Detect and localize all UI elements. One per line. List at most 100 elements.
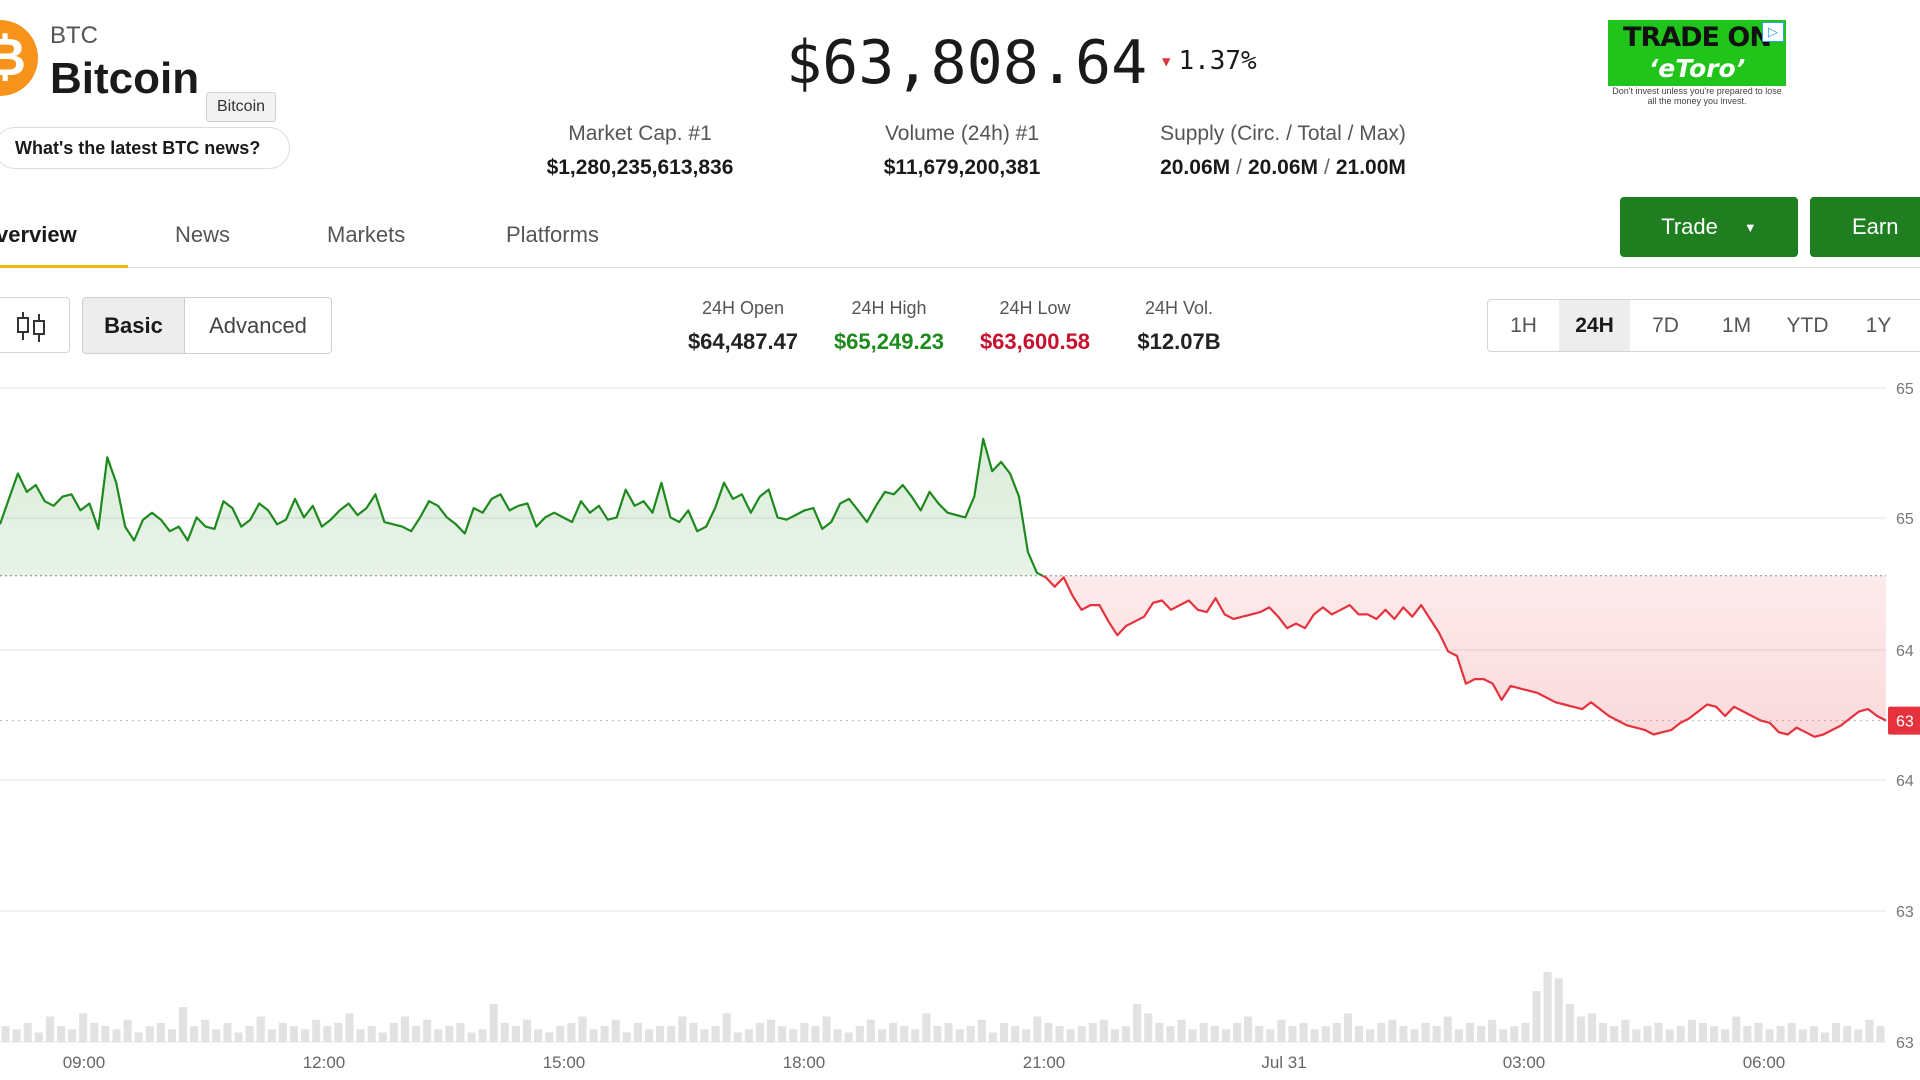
volume-bar (90, 1022, 99, 1042)
tab-platforms[interactable]: Platforms (506, 222, 599, 247)
ad-banner[interactable] (1608, 20, 1786, 86)
volume-bar (389, 1022, 398, 1042)
play-triangle-icon[interactable]: ▷ (1762, 22, 1784, 42)
earn-label: Earn (1852, 214, 1899, 239)
volume-bar (744, 1029, 753, 1042)
price-area-below (1042, 575, 1886, 737)
volume-bar (1865, 1019, 1874, 1042)
x-tick-label: 09:00 (63, 1053, 106, 1072)
volume-bar (1177, 1019, 1186, 1042)
advanced-mode-button[interactable]: Advanced (209, 313, 307, 338)
vol-24h-stat: 24H Vol. $12.07B (1104, 298, 1254, 355)
volume-bar (1787, 1022, 1796, 1042)
range-24h-button[interactable]: 24H (1559, 300, 1630, 351)
volume-bar (79, 1013, 88, 1042)
time-range-selector: 1H 24H 7D 1M YTD 1Y (1487, 299, 1920, 352)
volume-bar (766, 1019, 776, 1042)
range-7d-button[interactable]: 7D (1652, 314, 1679, 337)
volume-bar (1, 1026, 10, 1042)
volume-bar (1621, 1019, 1630, 1042)
latest-news-button[interactable]: What's the latest BTC news? (0, 127, 290, 169)
volume-bar (1820, 1032, 1830, 1042)
volume-bar (1377, 1022, 1386, 1042)
trade-label: Trade (1661, 214, 1718, 239)
volume-bar (1832, 1022, 1841, 1042)
supply-label: Supply (Circ. / Total / Max) (1160, 122, 1406, 145)
volume-bar (323, 1026, 332, 1042)
volume-bar (811, 1026, 820, 1042)
volume-bar (1510, 1026, 1519, 1042)
volume-bar (1033, 1016, 1042, 1042)
volume-bar (1011, 1026, 1020, 1042)
volume-label: Volume (24h) #1 (884, 122, 1040, 145)
market-cap-stat: Market Cap. #1 $1,280,235,613,836 (520, 122, 760, 180)
volume-bar (245, 1026, 254, 1042)
volume-bar (1654, 1022, 1663, 1042)
etoro-ad[interactable]: TRADE ON ‘eToro’ ▷ Don't invest unless y… (1608, 20, 1786, 108)
supply-separator: / (1236, 156, 1242, 179)
volume-bar (922, 1013, 931, 1042)
range-1m-button[interactable]: 1M (1721, 314, 1752, 337)
volume-bar (1166, 1026, 1175, 1042)
basic-mode-button[interactable]: Basic (83, 298, 185, 353)
volume-bar (1443, 1016, 1452, 1042)
volume-bar (356, 1029, 365, 1042)
volume-bar (755, 1022, 764, 1042)
volume-bar (611, 1019, 620, 1042)
volume-bar (800, 1022, 809, 1042)
x-tick-label: 21:00 (1023, 1053, 1066, 1072)
supply-values: 20.06M/20.06M/21.00M (1130, 156, 1436, 180)
earn-button[interactable]: Earn (1810, 197, 1920, 257)
volume-bar (1188, 1029, 1197, 1042)
volume-bar (877, 1029, 887, 1042)
volume-bar (1210, 1026, 1219, 1042)
volume-bar (467, 1032, 476, 1042)
volume-bar (1099, 1019, 1108, 1042)
volume-bar (833, 1029, 842, 1042)
price-chart[interactable]: 65 65 64 64 63 63 63 09:00 12:00 15:00 18:00 21:00 J… (0, 370, 1920, 1080)
volume-bar (1565, 1003, 1574, 1042)
volume-bar (1488, 1019, 1497, 1042)
volume-bar (844, 1032, 853, 1042)
volume-bar (667, 1026, 676, 1042)
volume-bar (1022, 1029, 1031, 1042)
volume-stat: Volume (24h) #1 $11,679,200,381 (852, 122, 1072, 180)
volume-bar (534, 1029, 543, 1042)
volume-bar (1044, 1022, 1053, 1042)
volume-bar (167, 1029, 177, 1042)
volume-bar (1066, 1029, 1075, 1042)
volume-bar (1133, 1003, 1142, 1042)
volume-bar (500, 1022, 509, 1042)
volume-bar (1155, 1022, 1164, 1042)
price-line (0, 437, 1887, 738)
volume-bar (722, 1013, 731, 1042)
volume-bar (889, 1022, 898, 1042)
volume-bar (1199, 1022, 1208, 1042)
ad-brand: ‘eToro’ (1648, 54, 1746, 83)
tab-news[interactable]: News (175, 222, 231, 247)
low-24h-stat: 24H Low $63,600.58 (960, 298, 1110, 355)
range-1y-button[interactable]: 1Y (1865, 314, 1892, 337)
volume-bar (301, 1029, 310, 1042)
market-cap-value: $1,280,235,613,836 (546, 156, 734, 179)
volume-bar (267, 1029, 276, 1042)
volume-bar (1599, 1022, 1608, 1042)
open-24h-label: 24H Open (701, 298, 785, 318)
trade-button[interactable]: Trade ▼ (1620, 197, 1798, 257)
y-tick-label: 64 (1896, 773, 1914, 790)
candlestick-toggle-button[interactable] (0, 297, 70, 353)
volume-bar (45, 1016, 54, 1042)
low-24h-label: 24H Low (999, 298, 1071, 318)
volume-bar (234, 1032, 243, 1042)
volume-bar (278, 1022, 287, 1042)
tab-markets[interactable]: Markets (327, 222, 406, 247)
price-area (0, 438, 1886, 737)
tab-overview[interactable]: verview (0, 222, 128, 268)
volume-bar (1232, 1022, 1242, 1042)
range-1h-button[interactable]: 1H (1510, 314, 1537, 337)
range-ytd-button[interactable]: YTD (1786, 314, 1829, 337)
volume-bar (622, 1032, 631, 1042)
y-tick-label: 65 (1896, 511, 1914, 528)
volume-bar (678, 1016, 687, 1042)
x-tick-label: 18:00 (783, 1053, 826, 1072)
